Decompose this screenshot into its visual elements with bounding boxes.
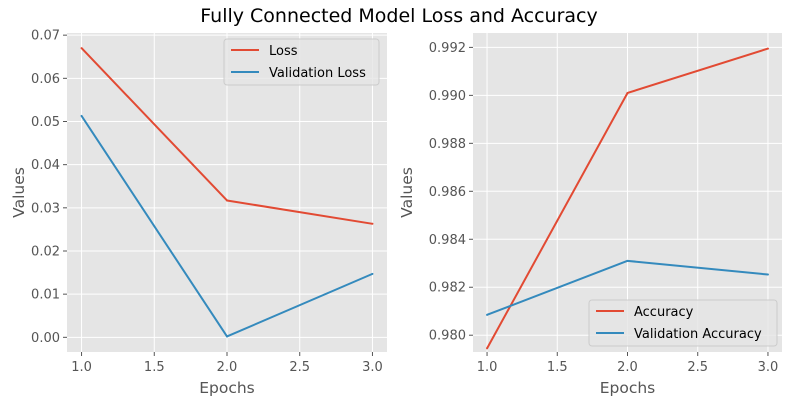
x-axis-label: Epochs	[600, 379, 656, 397]
y-tick-label: 0.06	[31, 72, 60, 87]
x-tick-label: 1.0	[477, 360, 498, 375]
x-tick-label: 3.0	[758, 360, 779, 375]
x-tick-label: 1.5	[144, 360, 165, 375]
x-tick-label: 3.0	[362, 360, 383, 375]
y-tick-label: 0.00	[31, 331, 60, 346]
y-axis-label: Values	[398, 167, 416, 218]
data-point	[766, 47, 769, 50]
data-point	[626, 91, 629, 94]
y-tick-label: 0.990	[429, 89, 466, 104]
data-point	[626, 259, 629, 262]
x-axis-label: Epochs	[199, 379, 255, 397]
legend-label: Loss	[269, 44, 298, 59]
data-point	[766, 273, 769, 276]
legend-label: Accuracy	[634, 305, 694, 320]
y-tick-label: 0.04	[31, 158, 60, 173]
data-point	[486, 313, 489, 316]
legend-box	[588, 299, 778, 347]
y-tick-label: 0.05	[31, 115, 60, 130]
legend: Loss Validation Loss	[223, 38, 380, 86]
data-point	[226, 335, 228, 338]
y-tick-label: 0.986	[429, 185, 466, 200]
data-point	[371, 272, 374, 275]
legend-label: Validation Accuracy	[634, 327, 762, 342]
x-tick-label: 2.0	[217, 360, 238, 375]
y-tick-label: 0.988	[429, 137, 466, 152]
data-point	[80, 114, 83, 117]
y-tick-label: 0.03	[31, 201, 60, 216]
y-tick-label: 0.984	[429, 233, 466, 248]
x-tick-label: 2.5	[687, 360, 708, 375]
data-point	[371, 222, 374, 225]
legend-box	[223, 38, 380, 86]
x-tick-label: 2.5	[289, 360, 310, 375]
y-tick-label: 0.01	[31, 288, 60, 303]
y-axis-label: Values	[10, 167, 28, 218]
y-tick-label: 0.992	[429, 41, 466, 56]
x-tick-label: 1.0	[71, 360, 92, 375]
y-tick-label: 0.980	[429, 329, 466, 344]
data-point	[226, 199, 228, 202]
legend-label: Validation Loss	[269, 66, 366, 81]
figure-title: Fully Connected Model Loss and Accuracy	[200, 5, 597, 27]
y-tick-label: 0.07	[31, 29, 60, 44]
y-tick-label: 0.02	[31, 244, 60, 259]
y-tick-label: 0.982	[429, 281, 466, 296]
loss-chart: 1.0 1.5 2.0 2.5 3.0 0.00 0.01 0.02 0.03 0.04 0.05 0…	[10, 29, 387, 397]
data-point	[486, 347, 489, 350]
accuracy-chart: 1.0 1.5 2.0 2.5 3.0 0.980 0.982 0.984 0.986 0.988…	[398, 33, 782, 397]
legend: Accuracy Validation Accuracy	[588, 299, 778, 347]
x-tick-label: 2.0	[617, 360, 638, 375]
x-tick-label: 1.5	[547, 360, 568, 375]
data-point	[80, 47, 83, 50]
